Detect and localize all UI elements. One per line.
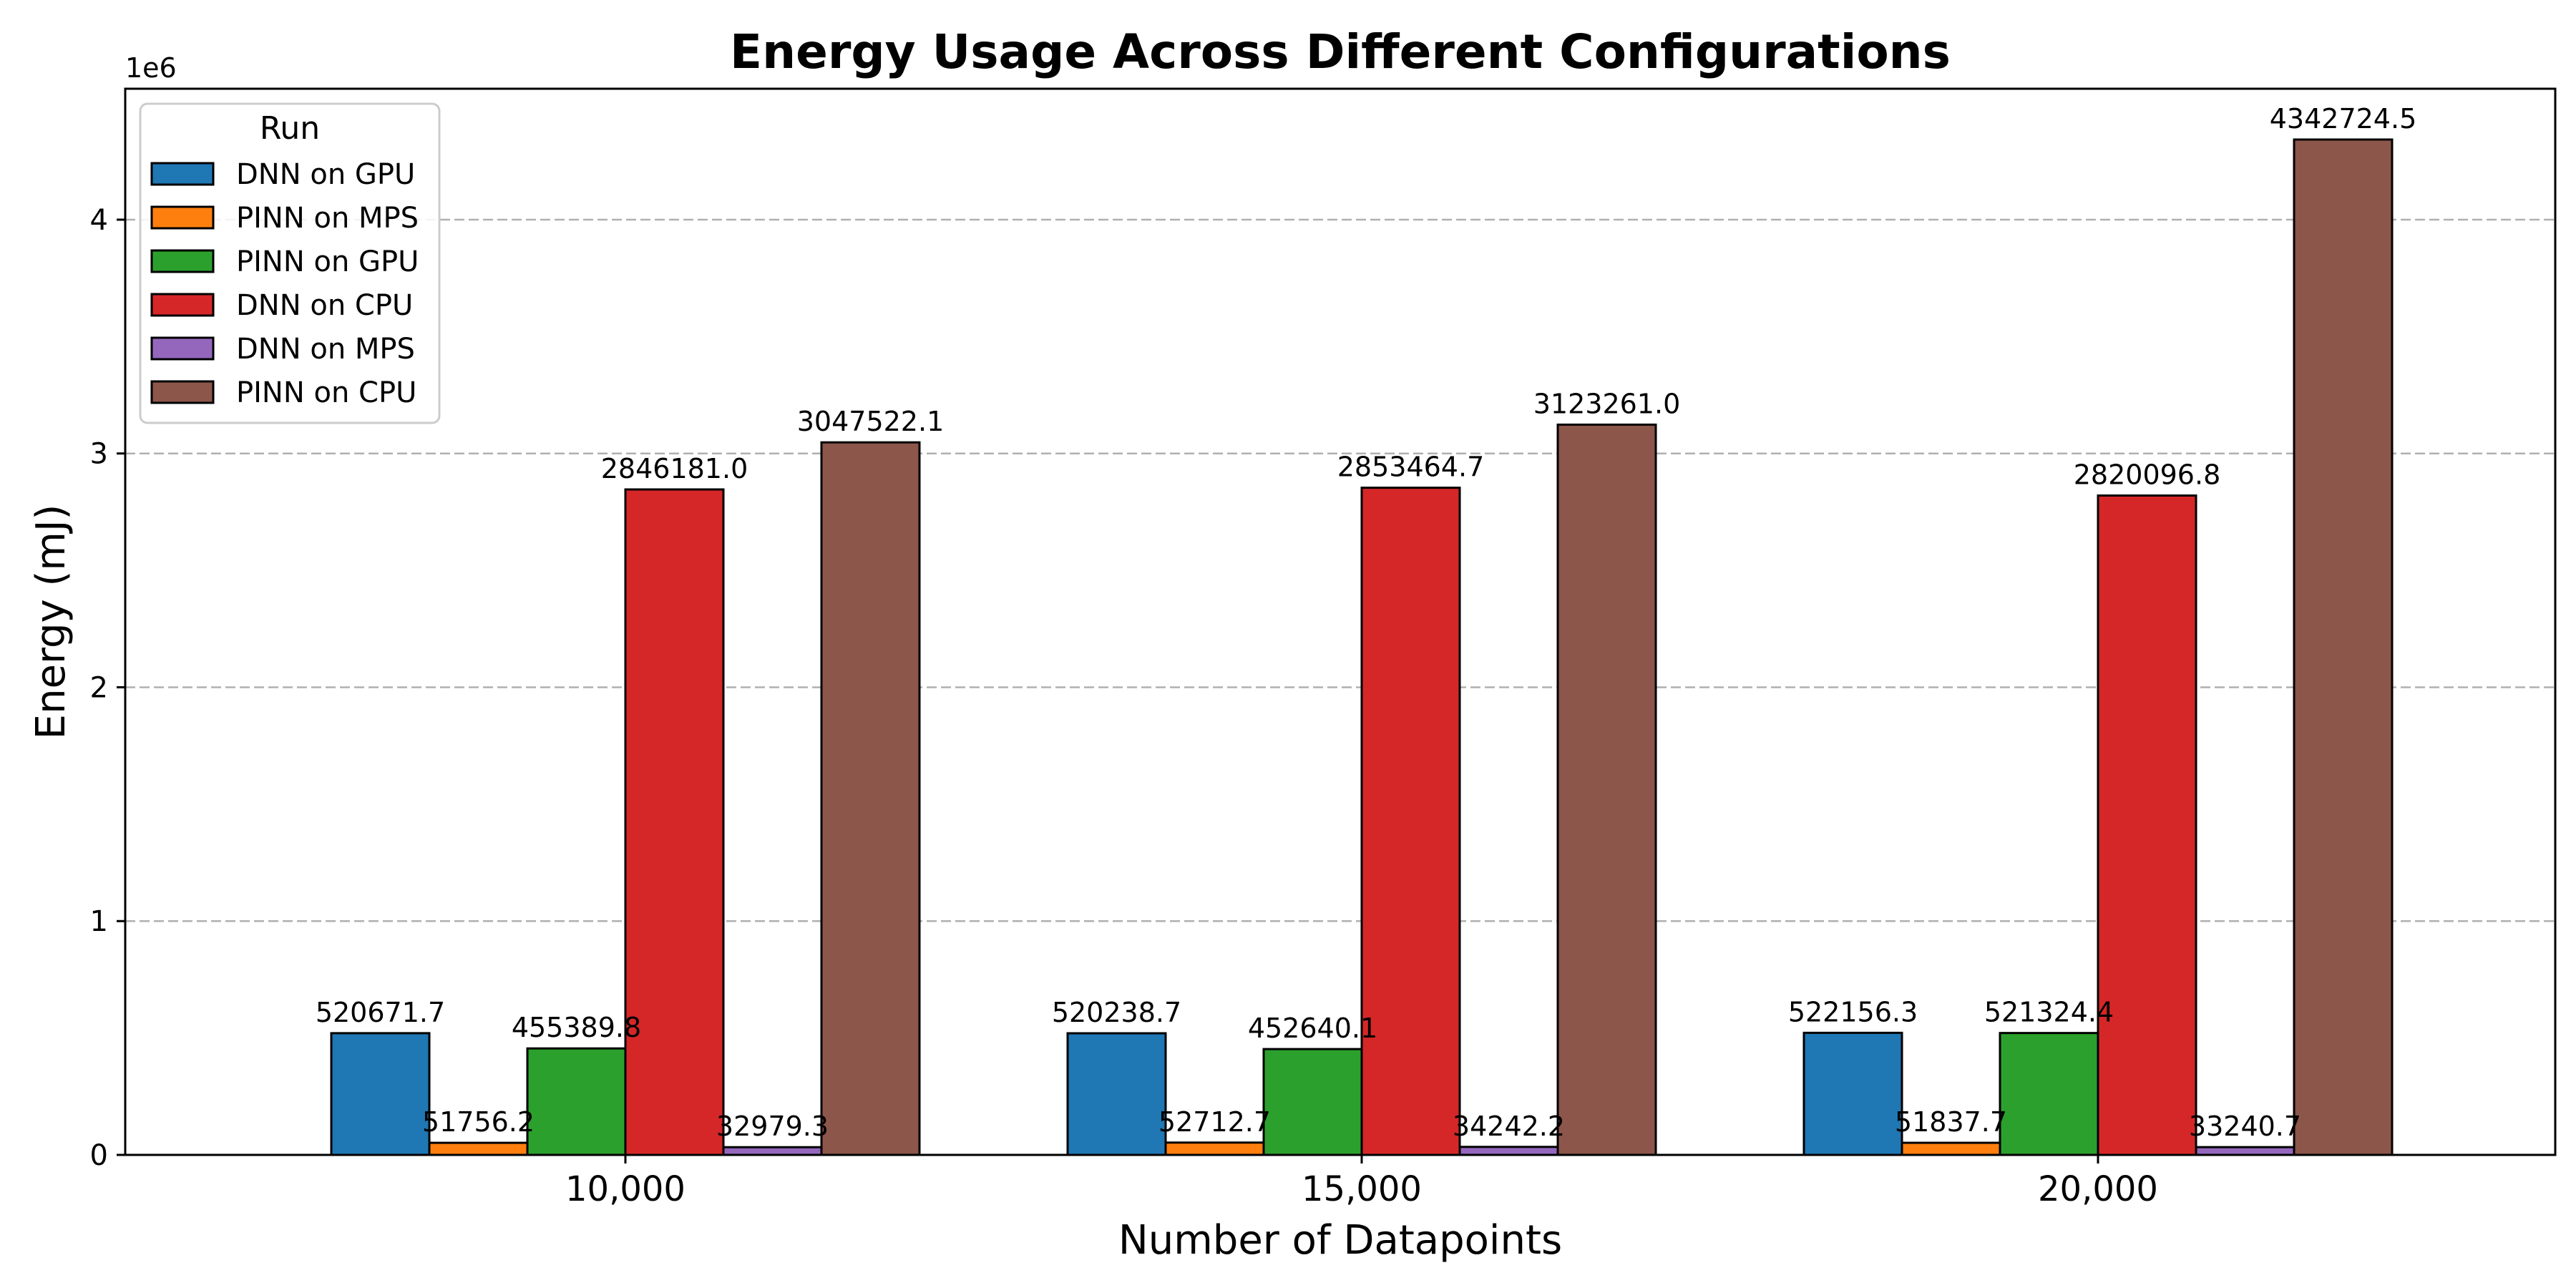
bar-dnn-on-cpu-2 [2097, 494, 2197, 1156]
x-axis-label: Number of Datapoints [1118, 1217, 1562, 1264]
y-tick-label: 2 [90, 671, 108, 704]
y-axis-label: Energy (mJ) [28, 504, 74, 740]
bar-value-label: 2853464.7 [1337, 452, 1485, 483]
bar-pinn-on-gpu-0 [526, 1047, 627, 1156]
bar-pinn-on-mps-2 [1901, 1141, 2001, 1156]
x-tick-label: 15,000 [1302, 1169, 1422, 1209]
bars [330, 138, 2394, 1156]
bar-dnn-on-cpu-1 [1360, 487, 1461, 1156]
legend-label: PINN on CPU [236, 376, 416, 409]
bar-pinn-on-gpu-1 [1262, 1048, 1363, 1156]
bar-value-label: 452640.1 [1248, 1013, 1377, 1044]
bar-pinn-on-cpu-0 [820, 441, 921, 1156]
bar-value-label: 32979.3 [716, 1111, 829, 1142]
bar-pinn-on-cpu-1 [1556, 423, 1657, 1156]
x-tick-label: 10,000 [565, 1169, 686, 1209]
bar-dnn-on-mps-1 [1458, 1146, 1559, 1156]
legend-title: Run [260, 110, 320, 147]
legend-box [139, 102, 441, 424]
legend-swatch [150, 205, 215, 230]
y-tick-label: 0 [90, 1139, 108, 1172]
bar-pinn-on-cpu-2 [2293, 138, 2394, 1156]
bar-value-label: 2846181.0 [601, 453, 748, 484]
legend-swatch [150, 249, 215, 273]
bar-value-label: 520238.7 [1052, 997, 1181, 1028]
chart-title: Energy Usage Across Different Configurat… [730, 24, 1951, 79]
y-tick-label: 3 [90, 438, 108, 471]
legend-label: DNN on CPU [236, 289, 413, 322]
bar-dnn-on-mps-2 [2195, 1146, 2296, 1156]
bar-dnn-on-mps-0 [722, 1146, 823, 1156]
legend-swatch [150, 293, 215, 317]
bar-pinn-on-mps-0 [428, 1141, 529, 1156]
bar-value-label: 52712.7 [1158, 1106, 1271, 1138]
legend-swatch [150, 380, 215, 404]
bar-value-label: 51837.7 [1895, 1106, 2007, 1138]
legend-swatch [150, 336, 215, 361]
bar-value-label: 33240.7 [2189, 1111, 2301, 1142]
y-tick-label: 4 [90, 204, 108, 237]
bar-value-label: 4342724.5 [2270, 103, 2417, 135]
bar-dnn-on-gpu-0 [330, 1032, 431, 1156]
legend-label: PINN on GPU [236, 245, 419, 278]
legend-label: PINN on MPS [236, 202, 419, 235]
bar-value-label: 3123261.0 [1533, 388, 1681, 419]
bar-pinn-on-gpu-2 [1999, 1032, 2099, 1156]
y-axis-scale-label: 1e6 [125, 52, 177, 84]
x-axis: 10,000 15,000 20,000 [565, 1155, 2158, 1209]
bar-dnn-on-gpu-1 [1066, 1032, 1167, 1156]
bar-value-label: 2820096.8 [2074, 459, 2221, 491]
bar-value-label: 3047522.1 [797, 406, 945, 437]
bar-pinn-on-mps-1 [1164, 1141, 1265, 1156]
bar-value-label: 34242.2 [1453, 1111, 1565, 1142]
y-axis: 0 1 2 3 4 [90, 204, 125, 1172]
x-tick-label: 20,000 [2038, 1169, 2158, 1209]
bar-dnn-on-cpu-0 [624, 488, 725, 1156]
bar-dnn-on-gpu-2 [1802, 1031, 1903, 1156]
bar-value-label: 520671.7 [316, 997, 445, 1028]
legend-swatch [150, 162, 215, 186]
plot-frame [124, 87, 2557, 1156]
bar-value-label: 521324.4 [1984, 997, 2114, 1028]
legend-label: DNN on GPU [236, 158, 415, 191]
bar-value-label: 455389.8 [512, 1012, 641, 1043]
bar-value-label: 51756.2 [422, 1106, 535, 1138]
data-labels: 520671.7 51756.2 455389.8 2846181.0 32979.3 3… [316, 103, 2416, 1142]
y-tick-label: 1 [90, 905, 108, 938]
bar-value-label: 522156.3 [1788, 996, 1918, 1028]
legend-items: DNN on GPU PINN on MPS PINN on GPU DNN on C… [150, 158, 419, 409]
legend-label: DNN on MPS [236, 333, 415, 366]
